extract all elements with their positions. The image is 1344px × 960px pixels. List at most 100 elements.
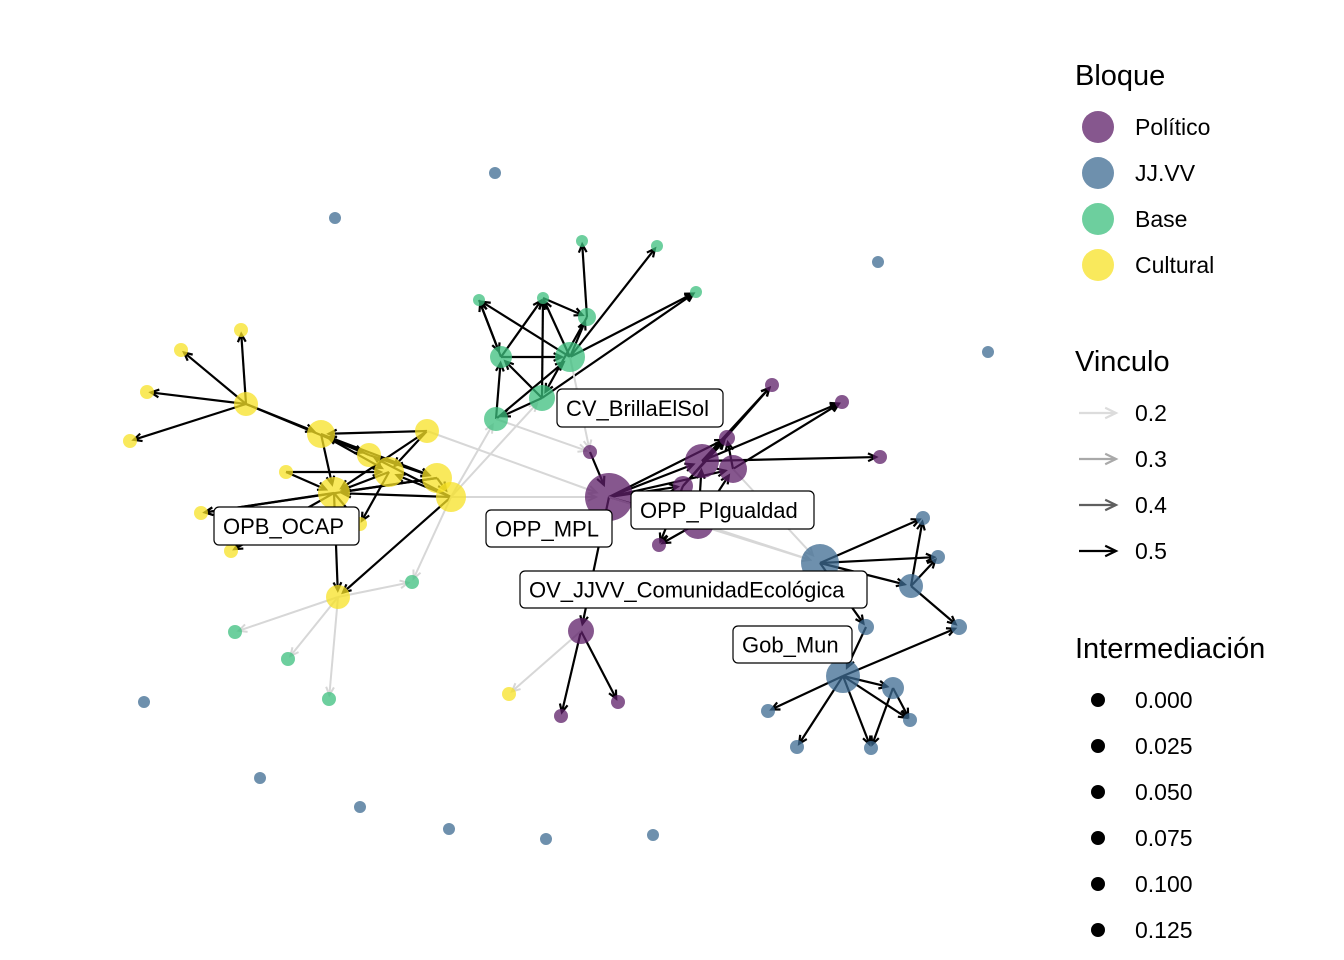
legend-intermediacion-dot xyxy=(1091,831,1105,845)
node-label: OV_JJVV_ComunidadEcológica xyxy=(519,570,868,609)
node xyxy=(864,741,878,755)
legend-bloque-item: JJ.VV xyxy=(1082,157,1196,189)
node xyxy=(329,212,341,224)
node xyxy=(279,465,293,479)
edge xyxy=(842,627,958,678)
legend-vinculo-item: 0.5 xyxy=(1079,538,1167,564)
node-label: OPP_MPL xyxy=(485,509,613,548)
node xyxy=(354,801,366,813)
legend-vinculo-item: 0.3 xyxy=(1079,446,1167,472)
node xyxy=(194,506,208,520)
edges-layer xyxy=(131,241,958,747)
node xyxy=(719,455,747,483)
legend-intermediacion-title: Intermediación xyxy=(1075,633,1265,665)
node xyxy=(765,378,779,392)
node xyxy=(529,385,555,411)
legend-vinculo-label: 0.3 xyxy=(1135,446,1167,472)
edge xyxy=(326,428,428,439)
legend-intermediacion-dot xyxy=(1091,785,1105,799)
node-label-text: OPP_PIgualdad xyxy=(640,498,798,523)
edge xyxy=(577,241,589,318)
node xyxy=(790,740,804,754)
node xyxy=(982,346,994,358)
legend-intermediacion-label: 0.025 xyxy=(1135,733,1193,759)
legend-intermediacion-label: 0.125 xyxy=(1135,917,1193,943)
legend-bloque-label: Político xyxy=(1135,114,1210,140)
node xyxy=(899,574,923,598)
node xyxy=(652,538,666,552)
node xyxy=(502,687,516,701)
node xyxy=(690,286,702,298)
node xyxy=(140,385,154,399)
legend-intermediacion-label: 0.100 xyxy=(1135,871,1193,897)
node xyxy=(826,659,860,693)
node xyxy=(568,618,594,644)
legend-intermediacion-label: 0.075 xyxy=(1135,825,1193,851)
legend-intermediacion-dot xyxy=(1091,877,1105,891)
legend-bloque-label: Cultural xyxy=(1135,252,1214,278)
node-label-text: CV_BrillaElSol xyxy=(566,396,709,421)
node xyxy=(224,544,238,558)
node xyxy=(537,292,549,304)
node xyxy=(578,308,596,326)
legend-bloque-swatch xyxy=(1082,111,1114,143)
node xyxy=(322,692,336,706)
legend-bloque-item: Político xyxy=(1082,111,1210,143)
legend-vinculo-label: 0.2 xyxy=(1135,400,1167,426)
node xyxy=(415,419,439,443)
node xyxy=(882,677,904,699)
node xyxy=(858,619,874,635)
legend-vinculo-item: 0.4 xyxy=(1079,492,1167,518)
legend-bloque-title: Bloque xyxy=(1075,60,1165,92)
node xyxy=(873,450,887,464)
node xyxy=(719,430,735,446)
legend-bloque-item: Base xyxy=(1082,203,1187,235)
legend-bloque-label: Base xyxy=(1135,206,1187,232)
legend-intermediacion-dot xyxy=(1091,693,1105,707)
legend-bloque-swatch xyxy=(1082,203,1114,235)
node xyxy=(651,240,663,252)
node xyxy=(174,343,188,357)
node-label: Gob_Mun xyxy=(732,625,853,664)
node xyxy=(281,652,295,666)
edge xyxy=(182,350,247,405)
node xyxy=(931,550,945,564)
legend-intermediacion-item: 0.050 xyxy=(1091,779,1193,805)
node xyxy=(326,585,350,609)
edge xyxy=(510,630,582,693)
node-label: CV_BrillaElSol xyxy=(556,388,724,428)
legend-vinculo-title: Vinculo xyxy=(1075,346,1170,378)
node xyxy=(473,294,485,306)
edge xyxy=(325,596,339,698)
legend-intermediacion-item: 0.075 xyxy=(1091,825,1193,851)
legend: Bloque Vinculo Intermediación Político JJ… xyxy=(1075,60,1265,943)
node-label-text: OPP_MPL xyxy=(495,517,599,542)
legend-intermediacion-item: 0.125 xyxy=(1091,917,1193,943)
node xyxy=(903,713,917,727)
node xyxy=(647,829,659,841)
node xyxy=(228,625,242,639)
node xyxy=(234,392,258,416)
node xyxy=(138,696,150,708)
node xyxy=(254,772,266,784)
node-label: OPP_PIgualdad xyxy=(630,490,815,530)
node xyxy=(583,445,597,459)
legend-intermediacion-label: 0.050 xyxy=(1135,779,1193,805)
legend-vinculo-label: 0.5 xyxy=(1135,538,1167,564)
node-label-text: Gob_Mun xyxy=(742,633,839,658)
labels-layer: CV_BrillaElSol OPP_PIgualdad OPB_OCAP OPP_M… xyxy=(213,388,868,664)
node xyxy=(951,619,967,635)
node xyxy=(436,482,466,512)
legend-vinculo-item: 0.2 xyxy=(1079,400,1167,426)
legend-intermediacion-item: 0.100 xyxy=(1091,871,1193,897)
node xyxy=(916,511,930,525)
legend-intermediacion-dot xyxy=(1091,923,1105,937)
legend-intermediacion-item: 0.025 xyxy=(1091,733,1193,759)
node xyxy=(555,342,585,372)
node xyxy=(374,457,404,487)
node xyxy=(405,575,419,589)
legend-intermediacion-item: 0.000 xyxy=(1091,687,1193,713)
edge xyxy=(286,467,384,477)
legend-bloque-swatch xyxy=(1082,157,1114,189)
node xyxy=(540,833,552,845)
